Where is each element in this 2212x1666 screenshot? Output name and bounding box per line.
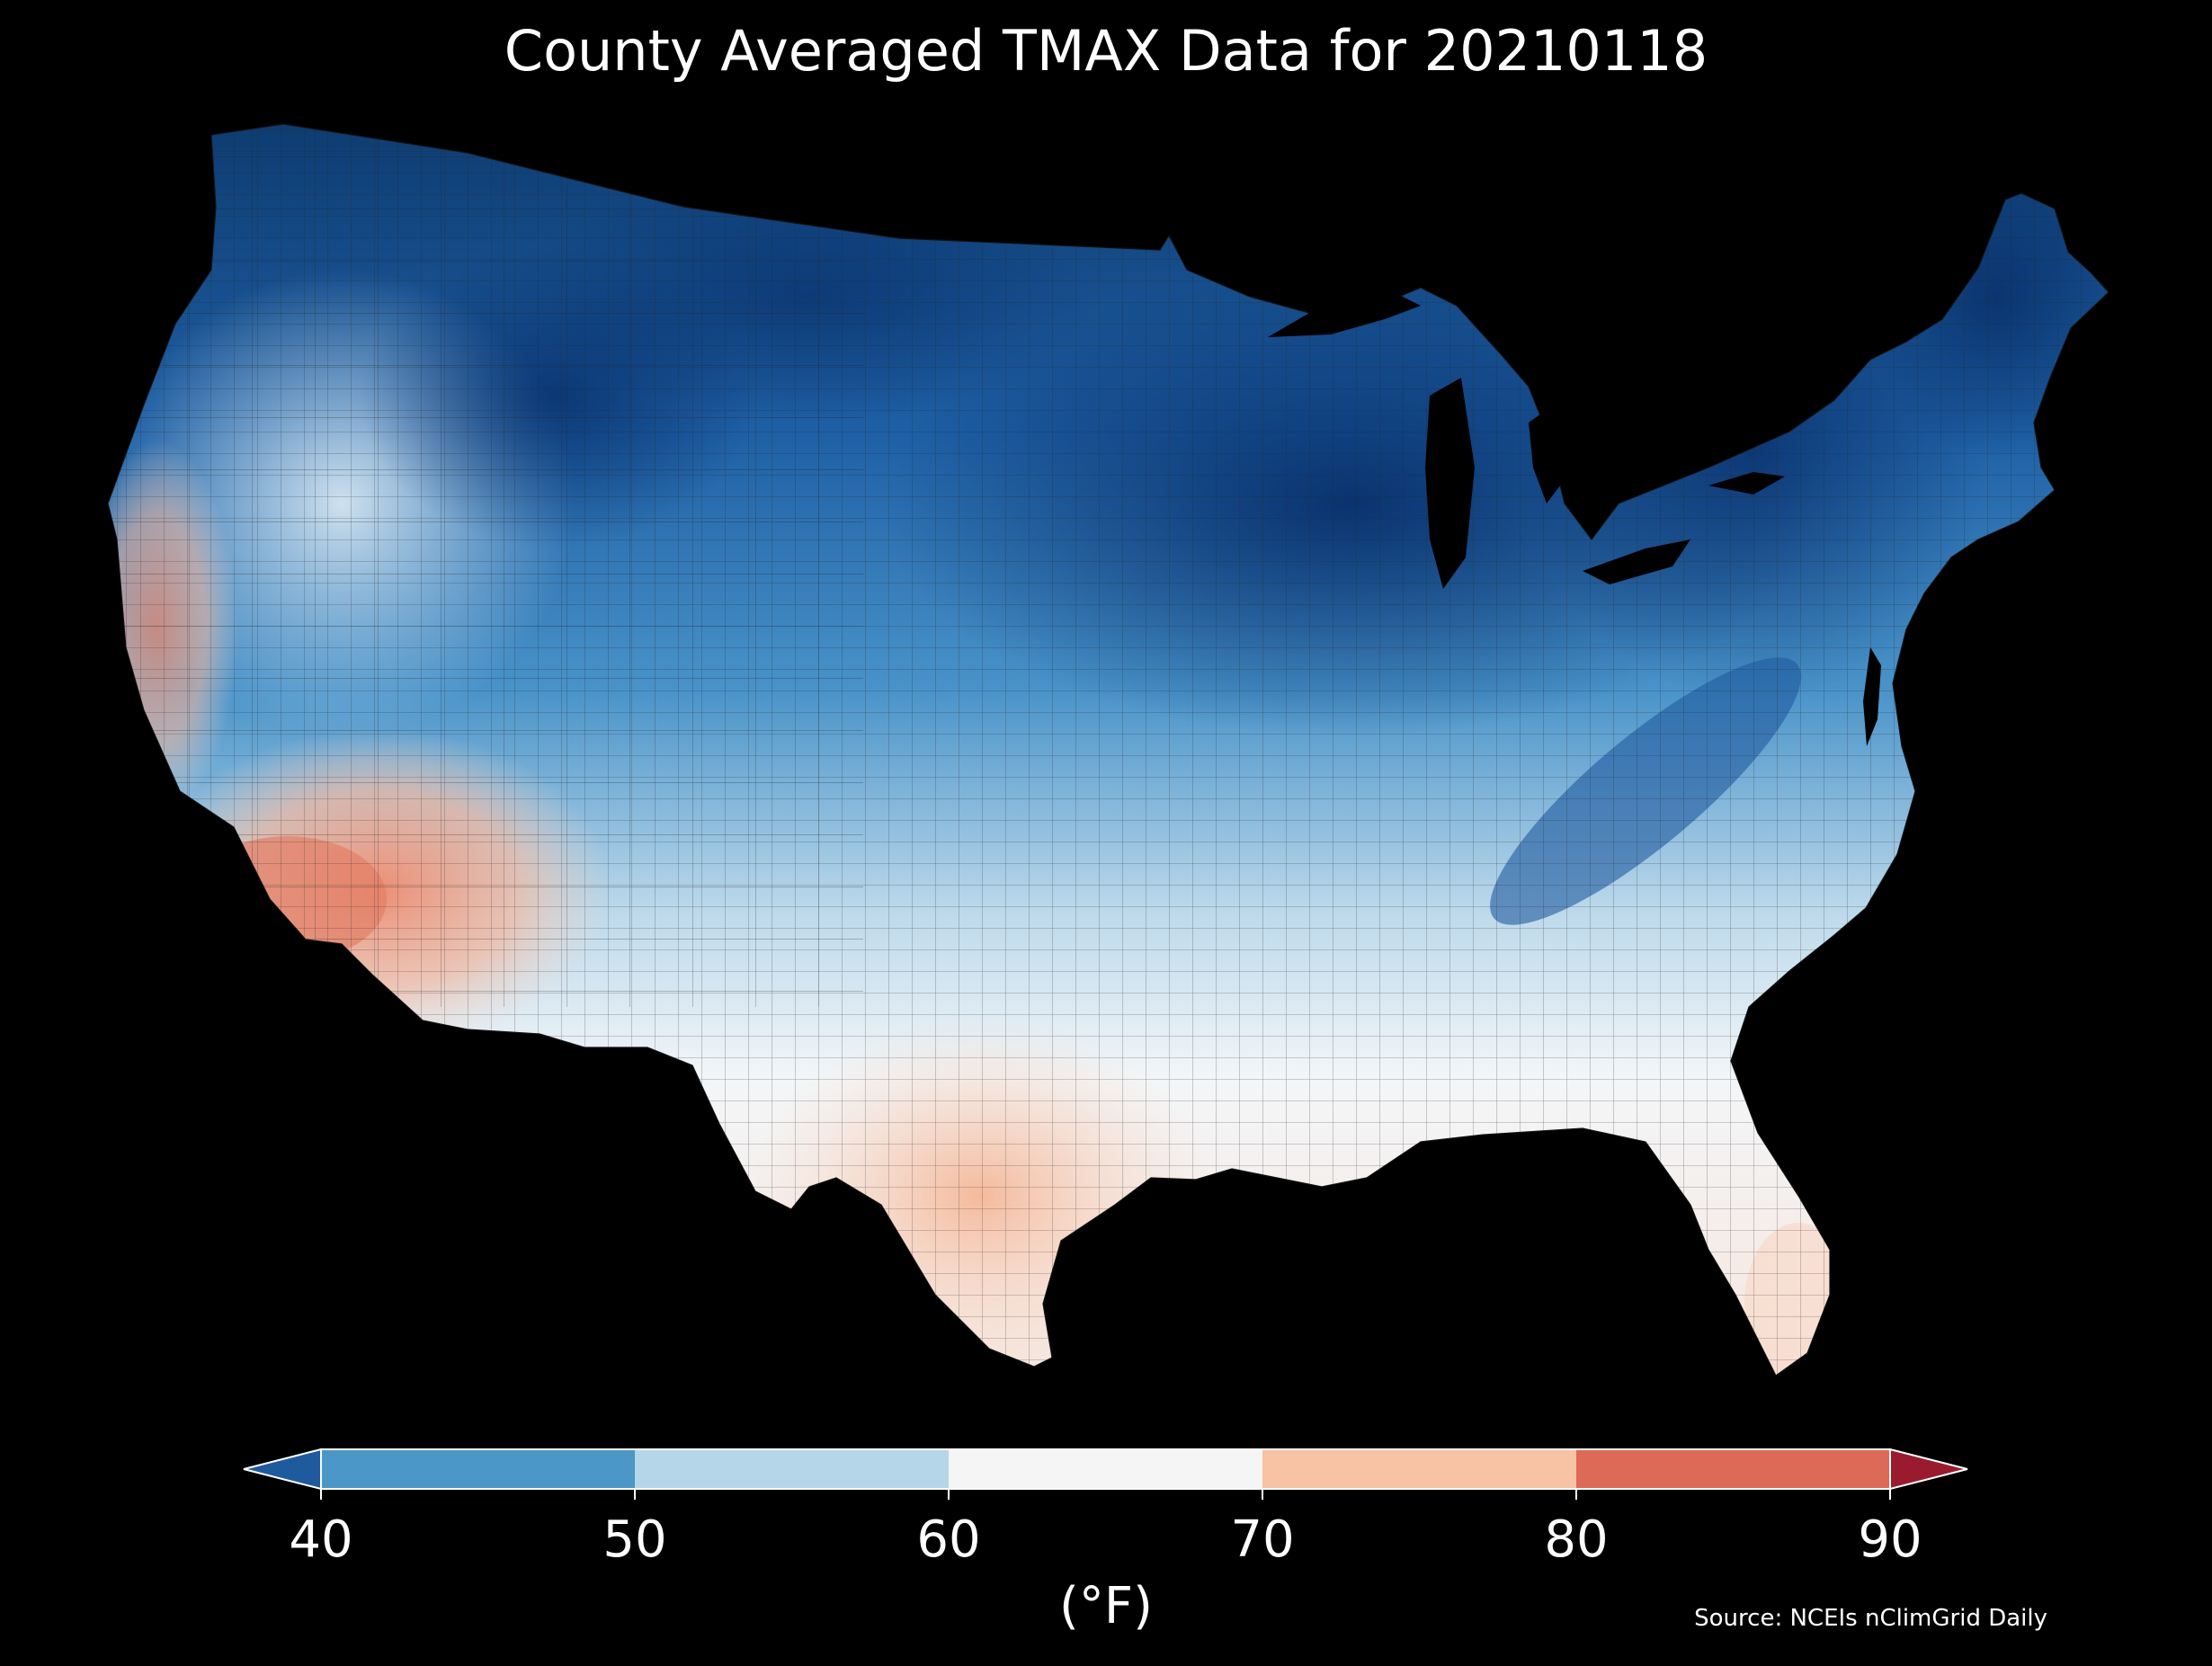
colorbar-bin bbox=[949, 1449, 1263, 1489]
lake-erie bbox=[1583, 539, 1690, 584]
source-credit: Source: NCEIs nClimGrid Daily bbox=[1694, 1605, 2047, 1632]
colorbar-tick-label: 50 bbox=[602, 1510, 666, 1569]
lake-ontario bbox=[1708, 472, 1785, 494]
lake-michigan bbox=[1425, 378, 1475, 589]
colorbar-unit-label: (°F) bbox=[1059, 1577, 1153, 1635]
colorbar: 40 50 60 70 80 90 bbox=[243, 1448, 1968, 1569]
colorbar-extend-high bbox=[1889, 1448, 1968, 1491]
us-county-map bbox=[107, 123, 2109, 1376]
colorbar-bin bbox=[1262, 1449, 1577, 1489]
map-title: County Averaged TMAX Data for 20210118 bbox=[504, 18, 1708, 84]
colorbar-tick-label: 80 bbox=[1544, 1510, 1608, 1569]
colorbar-bin bbox=[321, 1449, 636, 1489]
colorbar-bin bbox=[1576, 1449, 1891, 1489]
colorbar-outline bbox=[320, 1448, 1891, 1490]
colorbar-tick-label: 90 bbox=[1858, 1510, 1922, 1569]
colorbar-extend-low bbox=[243, 1448, 322, 1491]
colorbar-tick-label: 40 bbox=[289, 1510, 352, 1569]
lake-huron bbox=[1529, 400, 1574, 503]
colorbar-tick-label: 60 bbox=[916, 1510, 980, 1569]
colorbar-tick-label: 70 bbox=[1230, 1510, 1294, 1569]
chesapeake-bay bbox=[1863, 647, 1881, 746]
colorbar-bin bbox=[635, 1449, 950, 1489]
lake-superior bbox=[1268, 288, 1421, 337]
